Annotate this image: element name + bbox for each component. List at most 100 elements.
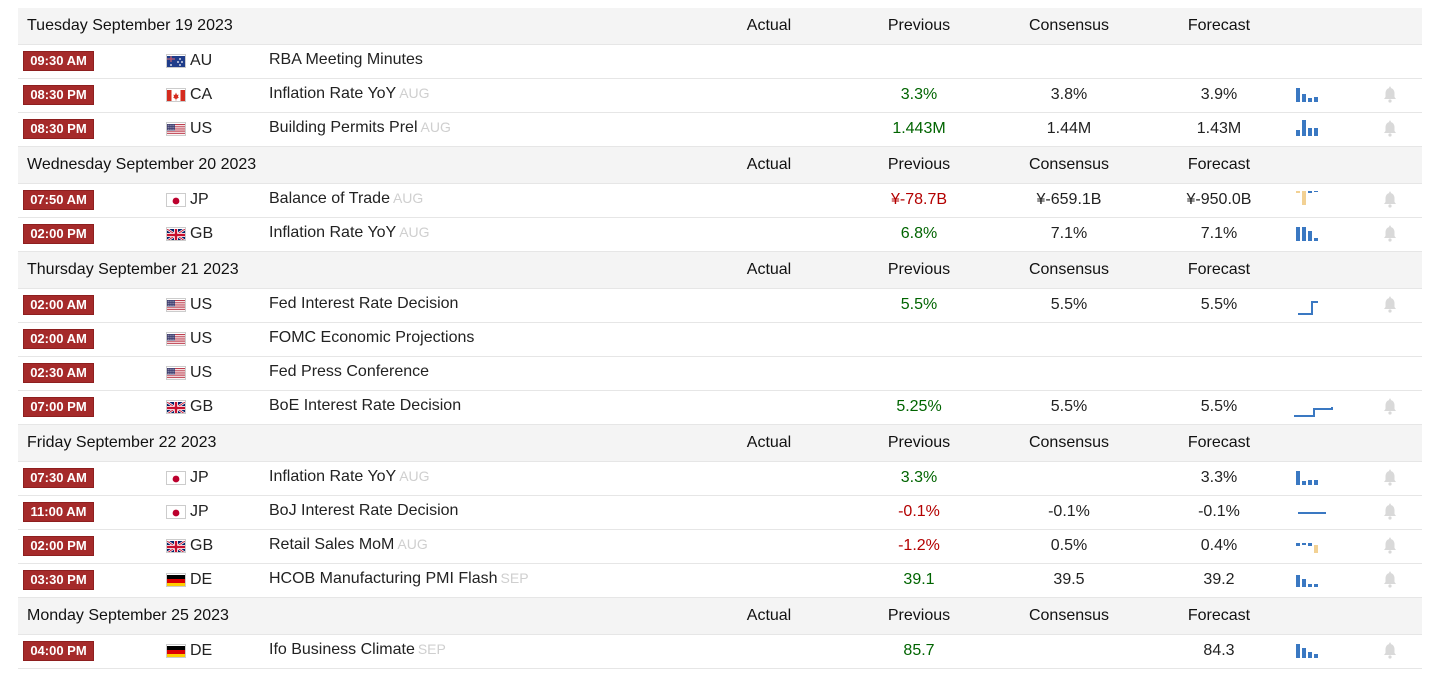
time-badge: 02:00 PM [23, 224, 94, 244]
country-code: US [190, 120, 213, 137]
reference-period: AUG [399, 224, 430, 240]
event-name-link[interactable]: BoJ Interest Rate Decision [269, 502, 458, 520]
previous-value: 6.8% [900, 225, 938, 242]
gb-flag-icon [166, 227, 186, 241]
event-row[interactable]: 08:30 PM US Building Permits Prel AUG 1.443M… [18, 113, 1422, 147]
spark-bar [1308, 480, 1312, 485]
previous-value: ¥-78.7B [890, 191, 948, 208]
event-row[interactable]: 02:00 AM US FOMC Economic Projections [18, 323, 1422, 357]
event-name: Inflation Rate YoY [269, 85, 397, 102]
consensus-value: -0.1% [1048, 503, 1090, 520]
event-row[interactable]: 02:00 PM GB Inflation Rate YoY AUG 6.8% 7.1% 7… [18, 218, 1422, 252]
event-row[interactable]: 07:00 PM GB BoE Interest Rate Decision 5.25… [18, 391, 1422, 425]
spark-bar [1314, 128, 1318, 136]
event-row[interactable]: 07:30 AM JP Inflation Rate YoY AUG 3.3% 3.3% [18, 462, 1422, 496]
event-name-link[interactable]: Retail Sales MoM AUG [269, 536, 428, 554]
column-header-actual: Actual [746, 261, 792, 278]
jp-flag-icon [166, 193, 186, 207]
sparkline-chart[interactable] [1294, 189, 1334, 211]
sparkline-chart[interactable] [1294, 84, 1334, 106]
column-header-consensus: Consensus [1028, 434, 1110, 451]
sparkline-chart[interactable] [1294, 396, 1334, 418]
spark-line [1294, 407, 1333, 417]
event-name-link[interactable]: BoE Interest Rate Decision [269, 397, 461, 415]
event-row[interactable]: 03:30 PM DE HCOB Manufacturing PMI Flash SE… [18, 564, 1422, 598]
bell-icon[interactable] [1382, 225, 1398, 243]
reference-period: SEP [500, 570, 529, 586]
event-row[interactable]: 02:00 AM US Fed Interest Rate Decision 5.5%… [18, 289, 1422, 323]
reference-period: SEP [417, 641, 446, 657]
column-header-forecast: Forecast [1187, 607, 1251, 624]
bell-icon[interactable] [1382, 642, 1398, 660]
event-row[interactable]: 08:30 PM CA Inflation Rate YoY AUG 3.3% 3.8% 3… [18, 79, 1422, 113]
event-row[interactable]: 02:30 AM US Fed Press Conference [18, 357, 1422, 391]
event-name-link[interactable]: FOMC Economic Projections [269, 329, 474, 347]
bell-icon[interactable] [1382, 571, 1398, 589]
sparkline-chart[interactable] [1294, 294, 1334, 316]
column-header-previous: Previous [887, 17, 951, 34]
reference-period: AUG [392, 190, 424, 206]
event-name-link[interactable]: Inflation Rate YoY AUG [269, 224, 430, 242]
sparkline-chart[interactable] [1294, 501, 1334, 523]
country-code: AU [190, 52, 213, 69]
sparkline-chart[interactable] [1294, 569, 1334, 591]
sparkline-chart[interactable] [1294, 640, 1334, 662]
day-date: Friday September 22 2023 [27, 434, 217, 451]
bell-icon[interactable] [1382, 537, 1398, 555]
spark-bar [1314, 238, 1318, 241]
bell-icon[interactable] [1382, 398, 1398, 416]
consensus-value: 3.8% [1050, 86, 1088, 103]
spark-bar [1308, 98, 1312, 102]
event-name-link[interactable]: Inflation Rate YoY AUG [269, 85, 430, 103]
au-flag-icon [166, 54, 186, 68]
spark-bar [1302, 94, 1306, 102]
event-name-link[interactable]: Ifo Business Climate SEP [269, 641, 446, 659]
event-name-link[interactable]: HCOB Manufacturing PMI Flash SEP [269, 570, 529, 588]
bell-icon[interactable] [1382, 296, 1398, 314]
spark-bar [1314, 480, 1318, 485]
event-row[interactable]: 11:00 AM JP BoJ Interest Rate Decision -0.1… [18, 496, 1422, 530]
sparkline-chart[interactable] [1294, 535, 1334, 557]
column-header-forecast: Forecast [1187, 17, 1251, 34]
event-name-link[interactable]: Fed Press Conference [269, 363, 429, 381]
event-row[interactable]: 02:00 PM GB Retail Sales MoM AUG -1.2% 0.5% 0.… [18, 530, 1422, 564]
country-code: JP [190, 469, 209, 486]
event-row[interactable]: 04:00 PM DE Ifo Business Climate SEP 85.7 84.… [18, 635, 1422, 669]
bell-icon[interactable] [1382, 503, 1398, 521]
bell-icon[interactable] [1382, 469, 1398, 487]
day-header: Thursday September 21 2023 Actual Previous… [18, 252, 1422, 289]
sparkline-chart[interactable] [1294, 467, 1334, 489]
sparkline-chart[interactable] [1294, 223, 1334, 245]
economic-calendar: Tuesday September 19 2023 Actual Previous C… [18, 8, 1422, 669]
bell-icon[interactable] [1382, 86, 1398, 104]
column-header-forecast: Forecast [1187, 156, 1251, 173]
event-row[interactable]: 09:30 AM AU RBA Meeting Minutes [18, 45, 1422, 79]
spark-bar [1314, 97, 1318, 102]
de-flag-icon [166, 573, 186, 587]
bell-icon[interactable] [1382, 120, 1398, 138]
event-row[interactable]: 07:50 AM JP Balance of Trade AUG ¥-78.7B ¥-65… [18, 184, 1422, 218]
event-name: RBA Meeting Minutes [269, 51, 423, 68]
bell-icon[interactable] [1382, 191, 1398, 209]
column-header-consensus: Consensus [1028, 261, 1110, 278]
spark-bar [1296, 644, 1300, 658]
column-header-actual: Actual [746, 607, 792, 624]
forecast-value: 5.5% [1200, 296, 1238, 313]
event-name-link[interactable]: Inflation Rate YoY AUG [269, 468, 430, 486]
spark-bar [1302, 191, 1306, 205]
event-name-link[interactable]: Balance of Trade AUG [269, 190, 423, 208]
event-name-link[interactable]: Building Permits Prel AUG [269, 119, 451, 137]
spark-bar [1314, 191, 1318, 192]
event-name: Building Permits Prel [269, 119, 418, 136]
event-name: Ifo Business Climate [269, 641, 415, 658]
reference-period: AUG [399, 85, 430, 101]
event-name-link[interactable]: RBA Meeting Minutes [269, 51, 423, 69]
forecast-value: 84.3 [1203, 642, 1235, 659]
de-flag-icon [166, 644, 186, 658]
previous-value: 5.5% [900, 296, 938, 313]
previous-value: -0.1% [898, 503, 940, 520]
spark-line [1298, 301, 1318, 315]
event-name-link[interactable]: Fed Interest Rate Decision [269, 295, 458, 313]
country-code: GB [190, 537, 214, 554]
sparkline-chart[interactable] [1294, 118, 1334, 140]
